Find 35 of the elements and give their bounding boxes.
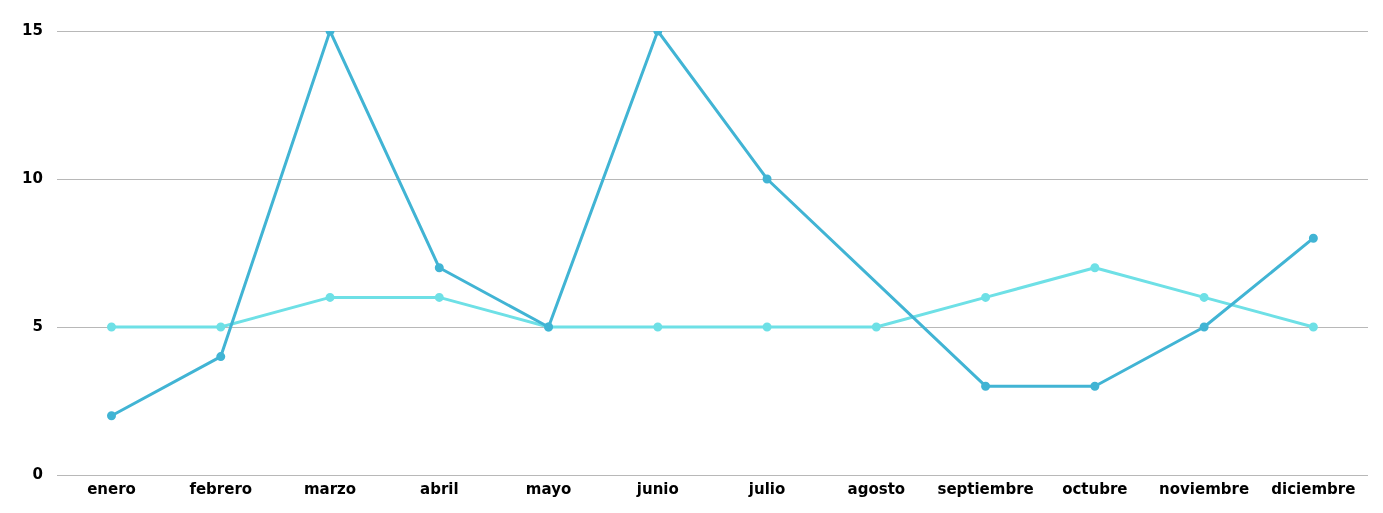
point — [434, 292, 444, 302]
point — [216, 352, 226, 362]
point — [762, 174, 772, 184]
point — [216, 322, 226, 332]
y-tick-label: 15 — [22, 20, 43, 39]
point — [1199, 322, 1209, 332]
point — [653, 322, 663, 332]
x-tick-label: enero — [87, 479, 136, 498]
x-tick-label: abril — [420, 479, 459, 498]
y-tick-label: 10 — [22, 168, 43, 187]
x-tick-label: noviembre — [1159, 479, 1250, 498]
x-tick-label: julio — [747, 479, 786, 498]
point — [981, 292, 991, 302]
x-tick-label: mayo — [525, 479, 572, 498]
point — [1199, 292, 1209, 302]
x-tick-label: octubre — [1062, 479, 1128, 498]
point — [1308, 233, 1318, 243]
x-tick-label: febrero — [189, 479, 253, 498]
point — [981, 381, 991, 391]
point — [325, 292, 335, 302]
x-tick-label: junio — [635, 479, 679, 498]
point — [762, 322, 772, 332]
y-tick-label: 0 — [32, 464, 43, 483]
x-tick-label: marzo — [303, 479, 357, 498]
point — [1308, 322, 1318, 332]
point — [107, 411, 116, 421]
point — [1090, 263, 1100, 273]
point — [871, 322, 881, 332]
x-tick-label: agosto — [847, 479, 906, 498]
point — [1090, 381, 1100, 391]
y-tick-label: 5 — [32, 316, 43, 335]
x-tick-label: diciembre — [1271, 479, 1356, 498]
point — [107, 322, 116, 332]
x-tick-label: septiembre — [937, 479, 1034, 498]
point — [434, 263, 444, 273]
